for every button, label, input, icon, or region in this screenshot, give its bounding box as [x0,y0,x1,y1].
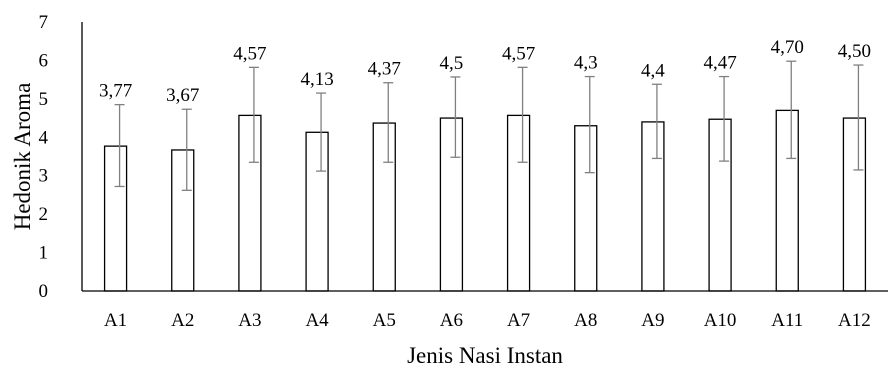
bar [103,145,128,292]
x-tick-label: A7 [507,310,530,331]
data-label: 3,67 [166,85,199,106]
x-tick-label: A10 [704,310,737,331]
x-tick-label: A5 [373,310,396,331]
y-tick-label: 6 [39,50,49,71]
data-label: 4,70 [771,37,804,58]
data-label: 4,13 [300,69,333,90]
x-tick-label: A11 [771,310,803,331]
data-label: 4,50 [838,41,871,62]
bar [775,109,799,292]
data-label: 4,57 [502,43,535,64]
data-label: 4,5 [440,53,464,74]
x-tick-label: A9 [641,310,664,331]
y-tick-label: 4 [39,127,49,148]
error-bars-group [114,60,864,191]
data-label: 4,37 [368,59,401,80]
data-label: 4,57 [233,43,266,64]
x-tick-label: A1 [104,310,127,331]
bar [372,122,396,292]
bar [171,149,195,292]
bar [641,121,665,292]
bars-group [103,109,867,292]
y-tick-label: 1 [39,243,49,264]
y-tick-label: 3 [39,166,49,187]
data-label: 3,77 [99,81,132,102]
x-tick-label: A8 [574,310,597,331]
bar [506,114,531,292]
y-tick-label: 7 [39,12,49,33]
x-axis-title: Jenis Nasi Instan [407,343,563,368]
bar [305,131,329,292]
bar [708,118,732,292]
x-tick-label: A4 [305,310,329,331]
data-label: 4,3 [574,53,598,74]
x-tick-label: A2 [171,310,194,331]
x-tick-label: A12 [838,310,871,331]
bar [439,117,464,292]
x-tick-label: A3 [238,310,261,331]
x-tick-label: A6 [440,310,463,331]
bar [574,125,598,292]
bar [842,117,867,292]
bar [238,114,262,292]
x-axis-ticks: A1 A2 A3 A4 A5 A6 A7 A8 A9 A10 A11 A12 [104,310,871,331]
y-axis-ticks: 0 1 2 3 4 5 6 7 [39,12,49,302]
y-axis-title: Hedonik Aroma [10,83,35,231]
data-labels-group: 3,77 3,67 4,57 4,13 4,37 4,5 4,57 4,3 4,4 4,47 4,7… [99,37,871,106]
y-tick-label: 2 [39,204,49,225]
y-tick-label: 0 [39,281,49,302]
y-tick-label: 5 [39,89,49,110]
data-label: 4,4 [641,60,665,81]
data-label: 4,47 [703,53,736,74]
